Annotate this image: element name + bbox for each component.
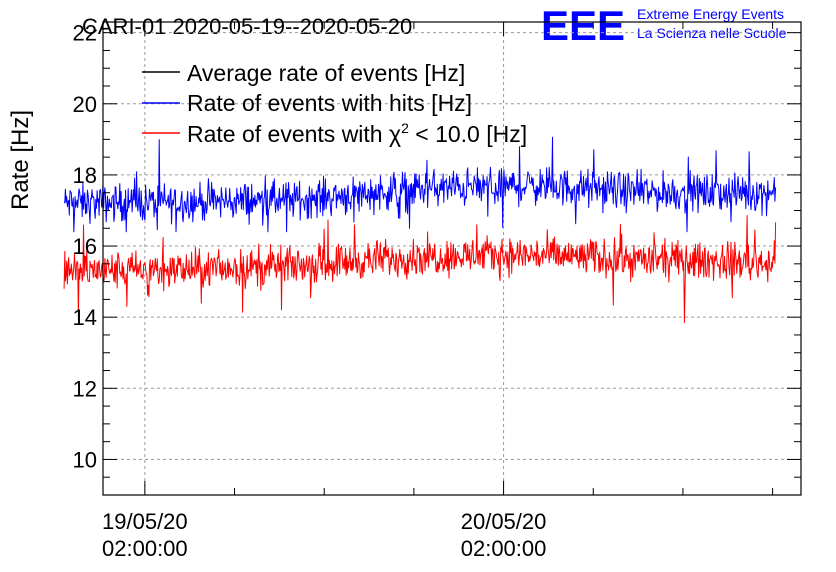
y-tick-label: 14 bbox=[73, 305, 97, 330]
series-hits-line bbox=[63, 136, 777, 233]
y-tick-label: 16 bbox=[73, 234, 97, 259]
x-tick-time-label: 02:00:00 bbox=[461, 536, 547, 561]
y-tick-label: 12 bbox=[73, 376, 97, 401]
x-tick-date-label: 20/05/20 bbox=[461, 509, 547, 534]
brand-line-1: Extreme Energy Events bbox=[637, 6, 784, 22]
chart-title: CARI-01 2020-05-19--2020-05-20 bbox=[82, 14, 412, 39]
y-axis-label: Rate [Hz] bbox=[7, 110, 34, 210]
eee-logo: EEE Extreme Energy Events La Scienza nel… bbox=[541, 2, 787, 49]
axes: 1012141618202219/05/2002:00:0020/05/2002… bbox=[73, 21, 802, 561]
series-lines bbox=[63, 136, 777, 324]
x-tick-date-label: 19/05/20 bbox=[102, 509, 188, 534]
y-tick-label: 20 bbox=[73, 92, 97, 117]
y-tick-label: 18 bbox=[73, 163, 97, 188]
eee-logo-letters: EEE bbox=[541, 2, 625, 49]
legend-label-chi2: Rate of events with χ2 < 10.0 [Hz] bbox=[187, 120, 527, 147]
grid-lines bbox=[103, 22, 801, 495]
legend-label-average: Average rate of events [Hz] bbox=[187, 60, 465, 86]
plot-frame bbox=[102, 21, 802, 496]
y-tick-label: 10 bbox=[73, 447, 97, 472]
x-tick-time-label: 02:00:00 bbox=[102, 536, 188, 561]
legend-label-hits: Rate of events with hits [Hz] bbox=[187, 90, 472, 116]
series-chi2-line bbox=[63, 215, 777, 324]
legend: Average rate of events [Hz] Rate of even… bbox=[142, 60, 527, 147]
y-tick-label: 22 bbox=[73, 21, 97, 46]
